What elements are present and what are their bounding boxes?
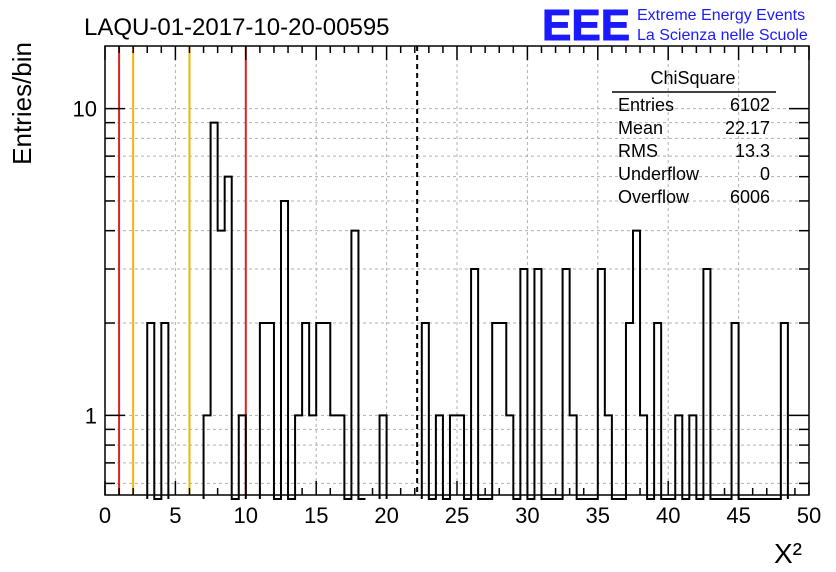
stats-row-label: Mean [618, 118, 663, 138]
chart-title: LAQU-01-2017-10-20-00595 [84, 14, 390, 41]
y-tick-label: 10 [73, 97, 97, 122]
stats-row-value: 6102 [730, 95, 770, 115]
x-tick-label: 50 [797, 503, 821, 528]
eee-logo-mark: EEE [542, 1, 630, 50]
stats-title: ChiSquare [650, 68, 735, 88]
x-tick-label: 0 [99, 503, 111, 528]
reference-lines [118, 46, 419, 495]
x-tick-label: 10 [234, 503, 258, 528]
y-tick-label: 1 [85, 403, 97, 428]
y-axis-label: Entries/bin [7, 42, 37, 165]
stats-row-label: Entries [618, 95, 674, 115]
x-tick-label: 30 [515, 503, 539, 528]
x-tick-label: 35 [586, 503, 610, 528]
x-tick-label: 40 [656, 503, 680, 528]
stats-row-value: 6006 [730, 187, 770, 207]
stats-row-label: Underflow [618, 164, 700, 184]
x-tick-label: 15 [304, 503, 328, 528]
axis-ticks: 0 5 10 15 20 25 30 35 40 45 50 1 10 [73, 46, 821, 528]
logo-line-2: La Scienza nelle Scuole [637, 27, 808, 44]
stats-row-value: 0 [760, 164, 770, 184]
stats-row-label: Overflow [618, 187, 690, 207]
x-tick-label: 25 [445, 503, 469, 528]
histogram-outline [146, 121, 789, 500]
x-tick-label: 20 [374, 503, 398, 528]
stats-row-value: 13.3 [735, 141, 770, 161]
x-tick-label: 5 [169, 503, 181, 528]
stats-row-label: RMS [618, 141, 658, 161]
logo-line-1: Extreme Energy Events [637, 7, 805, 24]
stats-box: ChiSquare Entries 6102 Mean 22.17 RMS 13.3 Und… [612, 68, 776, 207]
stats-row-value: 22.17 [725, 118, 770, 138]
x-axis-label: X² [774, 538, 802, 569]
x-tick-label: 45 [726, 503, 750, 528]
